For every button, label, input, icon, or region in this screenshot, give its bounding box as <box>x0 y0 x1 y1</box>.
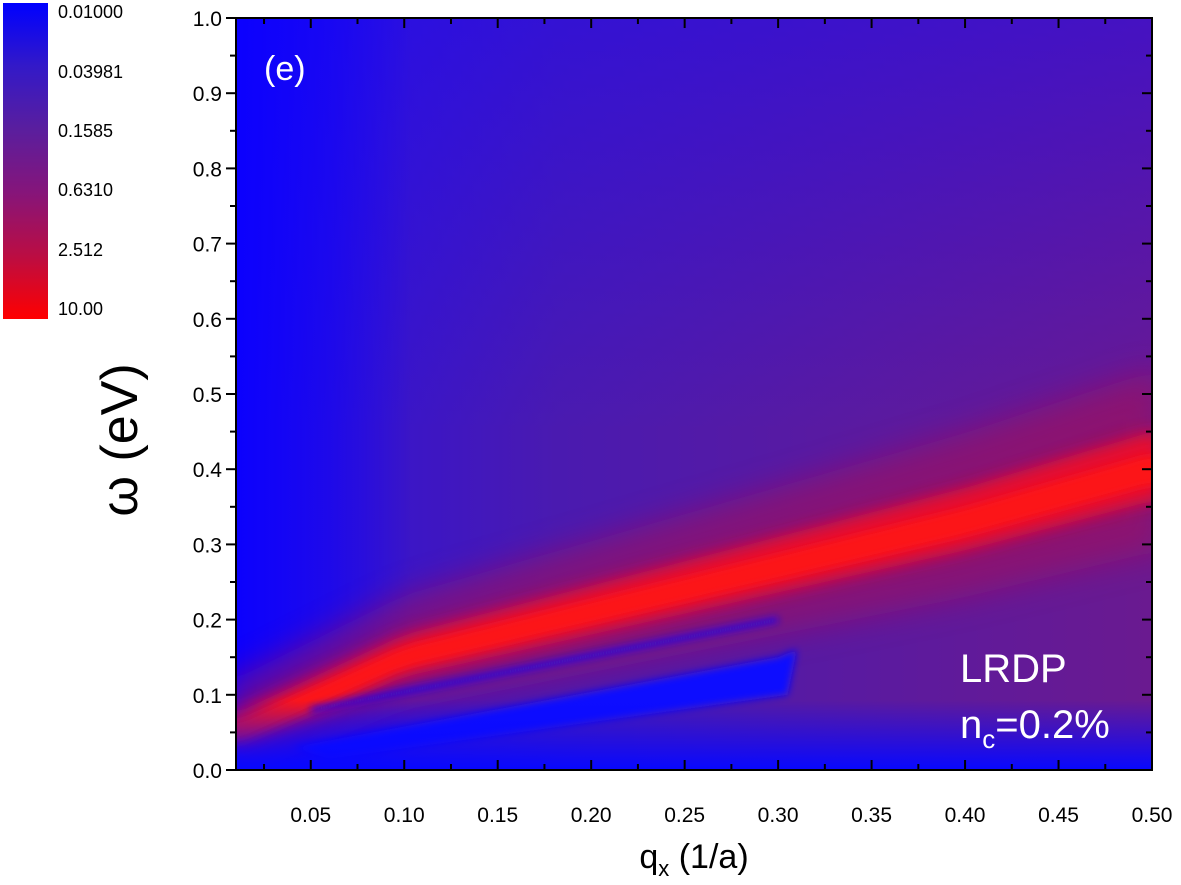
x-tick-label: 0.50 <box>1132 804 1173 827</box>
y-tick-label: 0.5 <box>193 384 222 407</box>
colorbar-label: 10.00 <box>58 299 103 319</box>
y-tick-label: 1.0 <box>193 8 222 31</box>
panel-label: (e) <box>264 50 306 88</box>
y-tick-label: 0.9 <box>193 83 222 106</box>
y-tick-label: 0.6 <box>193 309 222 332</box>
x-tick-label: 0.10 <box>384 804 425 827</box>
y-tick-label: 0.8 <box>193 158 222 181</box>
x-tick-label: 0.15 <box>477 804 518 827</box>
colorbar-label: 0.03981 <box>58 62 123 82</box>
x-tick-label: 0.40 <box>945 804 986 827</box>
x-tick-labels: 0.05 0.10 0.15 0.20 0.25 0.30 0.35 0.40 0.45 0.50 <box>290 804 1172 827</box>
heatmap-field <box>236 18 1152 770</box>
x-axis-title: qx (1/a) <box>639 838 748 881</box>
y-tick-label: 0.0 <box>193 760 222 783</box>
colorbar-label: 2.512 <box>58 240 103 260</box>
y-tick-labels: 0.0 0.1 0.2 0.3 0.4 0.5 0.6 0.7 0.8 0.9 1.0 <box>193 8 223 783</box>
x-tick-label: 0.05 <box>290 804 331 827</box>
y-tick-label: 0.2 <box>193 610 222 633</box>
colorbar: 0.01000 0.03981 0.1585 0.6310 2.512 10.00 <box>3 2 123 319</box>
x-tick-label: 0.25 <box>664 804 705 827</box>
x-tick-label: 0.45 <box>1038 804 1079 827</box>
concentration-label: nc=0.2% <box>960 703 1110 754</box>
model-label: LRDP <box>960 647 1067 691</box>
colorbar-label: 0.1585 <box>58 121 113 141</box>
y-tick-label: 0.4 <box>193 459 223 482</box>
y-axis-title: ω (eV) <box>91 363 149 516</box>
gap-edge-line <box>310 617 779 713</box>
y-tick-label: 0.7 <box>193 234 222 257</box>
y-tick-label: 0.3 <box>193 534 222 557</box>
axis-ticks <box>226 17 1153 771</box>
y-tick-label: 0.1 <box>193 685 222 708</box>
x-tick-label: 0.30 <box>758 804 799 827</box>
colorbar-label: 0.6310 <box>58 180 113 200</box>
x-tick-label: 0.20 <box>571 804 612 827</box>
branch-core <box>236 455 1152 740</box>
colorbar-fill <box>3 3 48 319</box>
colorbar-label: 0.01000 <box>58 2 123 22</box>
x-tick-label: 0.35 <box>851 804 892 827</box>
